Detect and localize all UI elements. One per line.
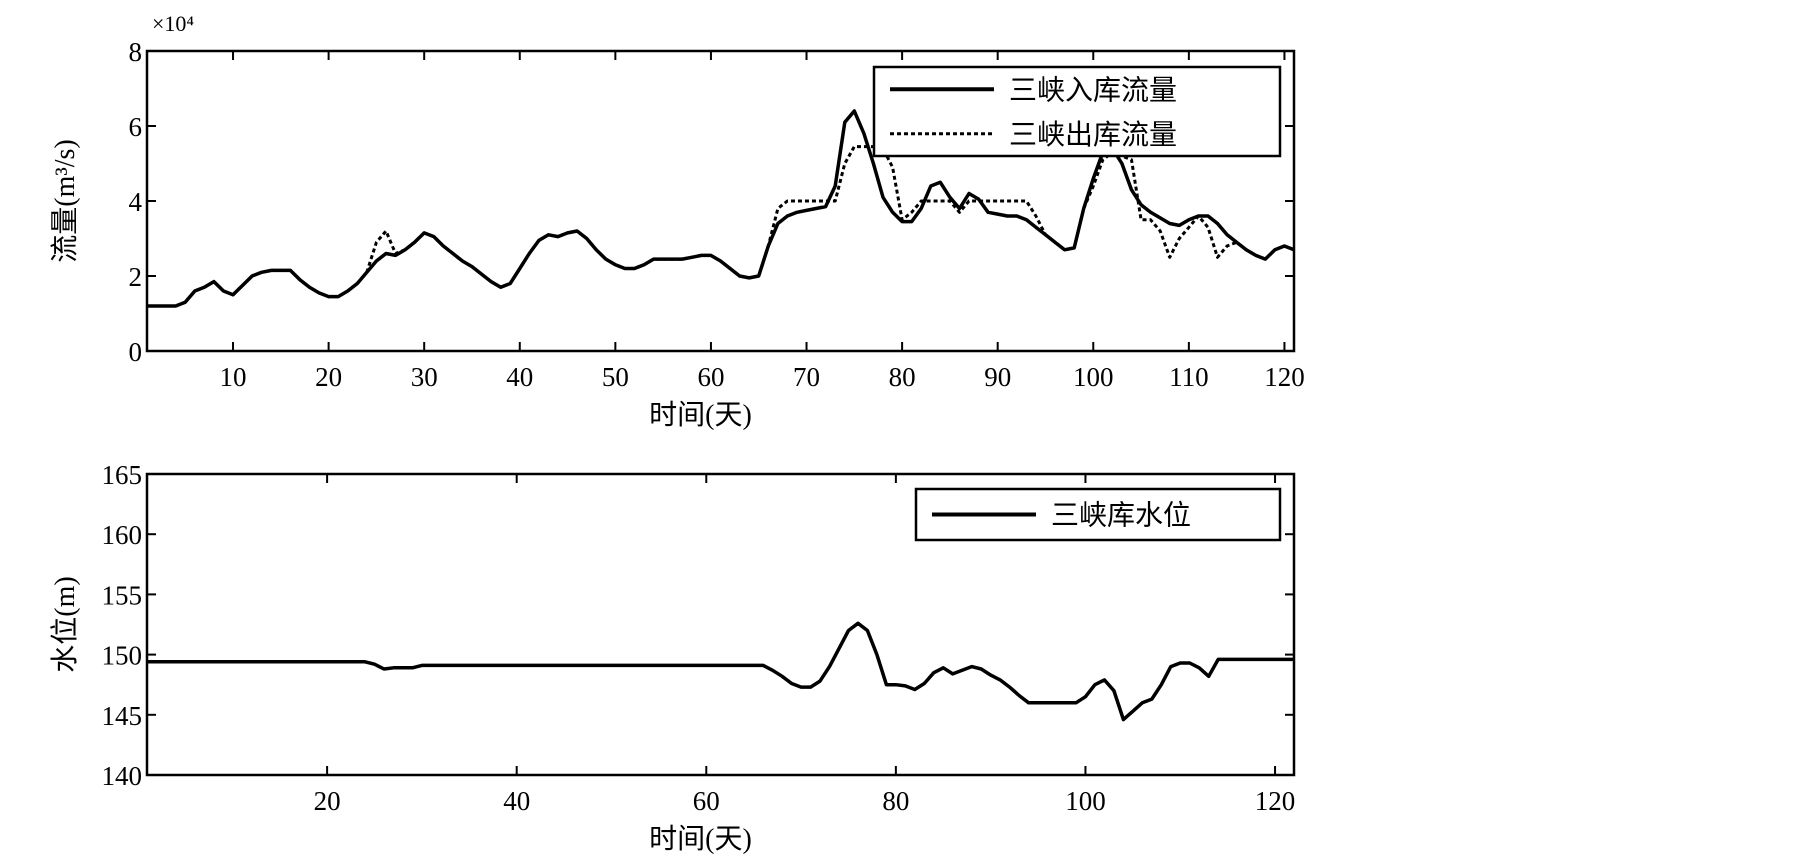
x-tick-label: 80 bbox=[889, 362, 916, 392]
legend-label: 三峡库水位 bbox=[1051, 500, 1191, 532]
x-tick-label: 10 bbox=[220, 362, 247, 392]
y-tick-label: 155 bbox=[102, 580, 143, 610]
x-tick-label: 120 bbox=[1255, 786, 1296, 816]
series-line-1 bbox=[147, 621, 1294, 722]
x-tick-label: 80 bbox=[882, 786, 909, 816]
y-tick-label: 160 bbox=[102, 520, 143, 550]
series-line-2 bbox=[147, 145, 1295, 308]
x-tick-label: 110 bbox=[1169, 362, 1209, 392]
chart-2: 20 40 60 80 100 120 140 145 150 155 160 165 时间(天) 水位(… bbox=[49, 460, 1296, 855]
legend-box bbox=[872, 65, 1282, 158]
x-axis-label: 时间(天) bbox=[649, 399, 752, 431]
x-tick-label: 60 bbox=[697, 362, 724, 392]
x-tick-label: 20 bbox=[315, 362, 342, 392]
x-tick-label: 100 bbox=[1073, 362, 1114, 392]
x-tick-label: 60 bbox=[693, 786, 720, 816]
y-tick-label: 8 bbox=[129, 37, 143, 67]
y-tick-label: 4 bbox=[129, 187, 143, 217]
legend: 三峡库水位 bbox=[914, 487, 1282, 542]
x-tick-label: 30 bbox=[411, 362, 438, 392]
y-multiplier: ×10⁴ bbox=[152, 11, 194, 36]
legend-label: 三峡出库流量 bbox=[1009, 119, 1177, 151]
x-tick-label: 70 bbox=[793, 362, 820, 392]
y-tick-label: 0 bbox=[129, 337, 143, 367]
chart-1: 10 20 30 40 50 60 70 80 90 100 110 120 0 2 4 6 8 ×10⁴ 时间(天… bbox=[49, 11, 1305, 431]
x-tick-label: 40 bbox=[503, 786, 530, 816]
y-tick-label: 2 bbox=[129, 262, 143, 292]
y-tick-label: 150 bbox=[102, 641, 143, 671]
y-tick-label: 140 bbox=[102, 761, 143, 791]
y-axis-label: 水位(m) bbox=[49, 576, 81, 672]
legend-label: 三峡入库流量 bbox=[1009, 74, 1177, 106]
y-tick-label: 6 bbox=[129, 112, 143, 142]
y-axis-label: 流量(m³/s) bbox=[49, 139, 81, 263]
x-tick-label: 120 bbox=[1264, 362, 1305, 392]
x-tick-label: 40 bbox=[506, 362, 533, 392]
x-axis-label: 时间(天) bbox=[649, 823, 752, 854]
y-tick-label: 145 bbox=[102, 701, 143, 731]
y-tick-label: 165 bbox=[102, 460, 143, 490]
x-tick-label: 90 bbox=[984, 362, 1011, 392]
plot-frame bbox=[145, 472, 1296, 777]
x-tick-label: 50 bbox=[602, 362, 629, 392]
x-tick-label: 100 bbox=[1065, 786, 1106, 816]
x-tick-label: 20 bbox=[314, 786, 341, 816]
